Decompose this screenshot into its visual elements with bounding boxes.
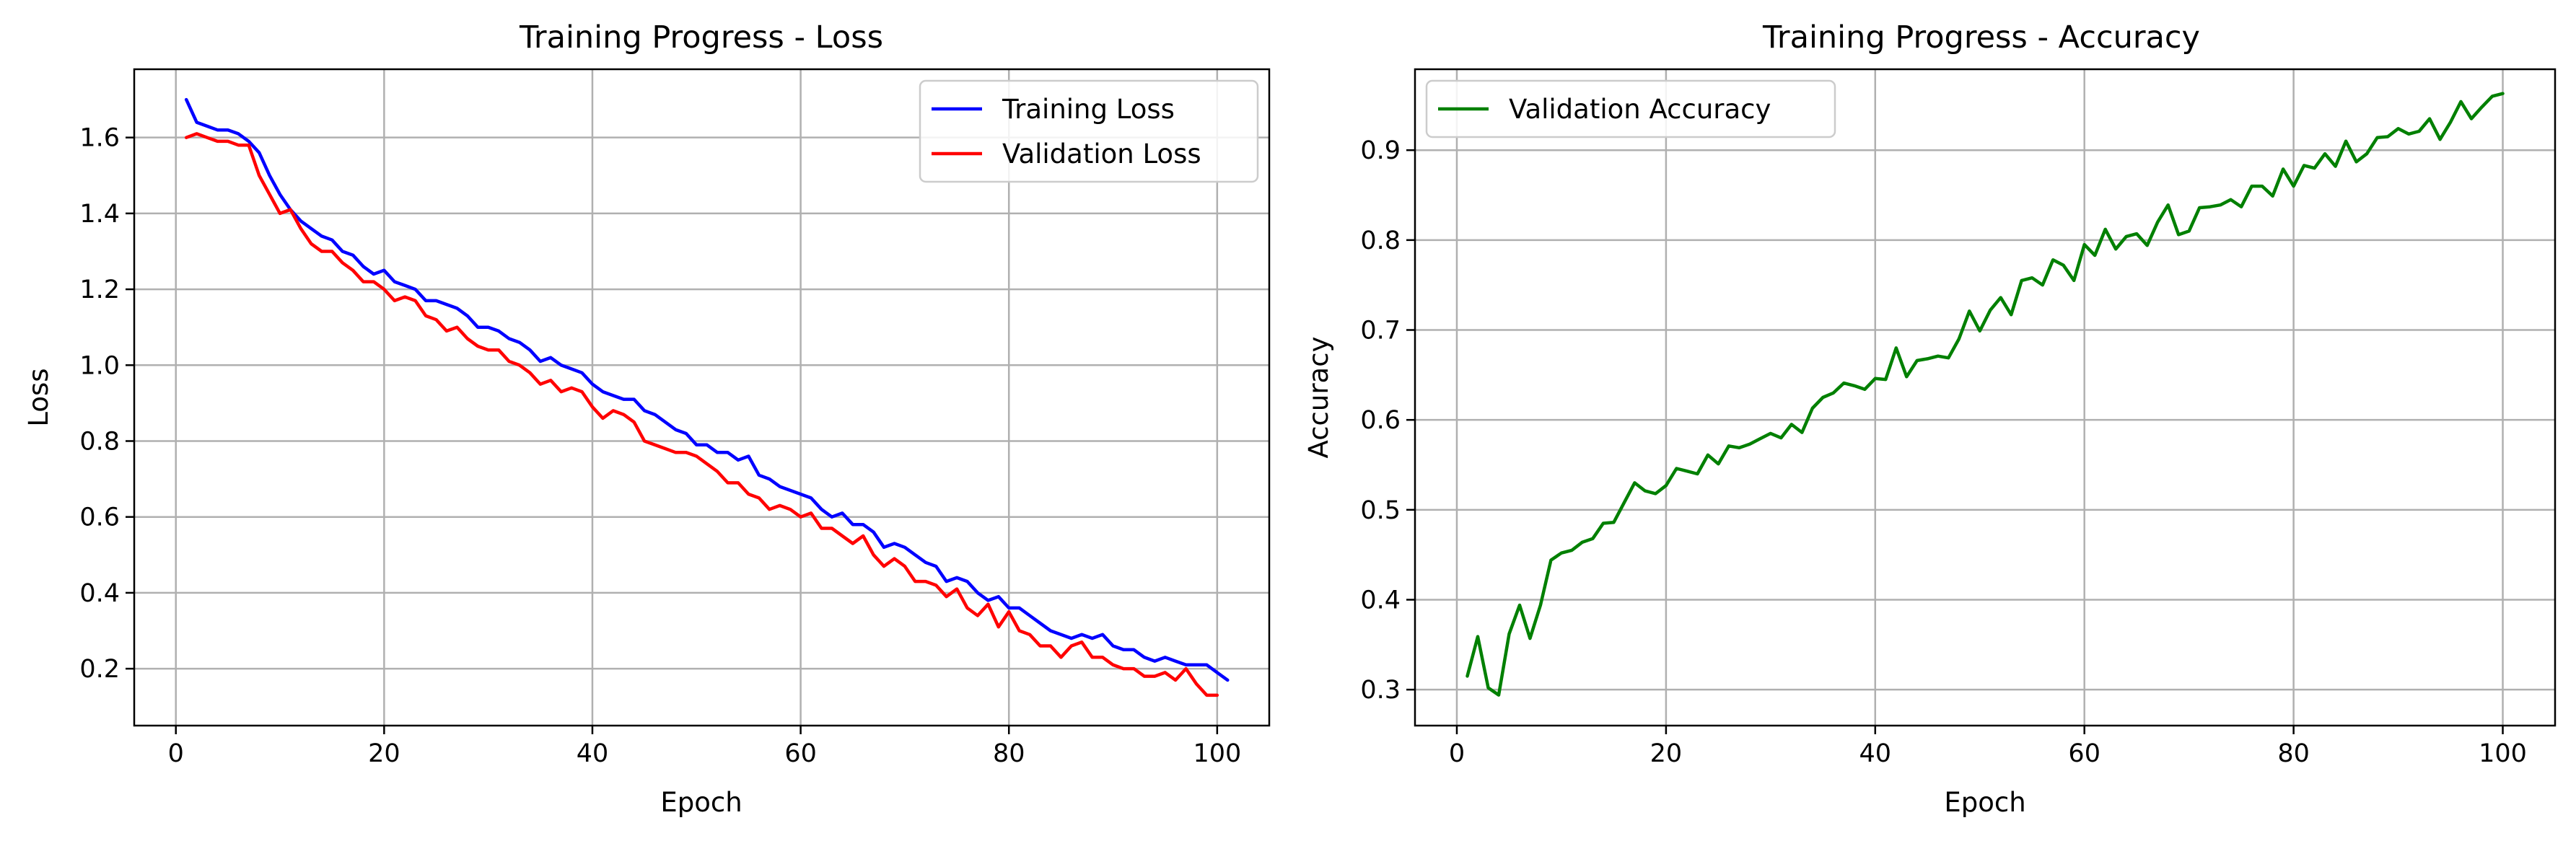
accuracy-chart: Training Progress - Accuracy 0 20 40 60 80 10… — [1303, 19, 2557, 818]
training-loss-line — [184, 97, 1230, 682]
accuracy-xtick-label: 80 — [2277, 739, 2310, 768]
validation-loss-line — [184, 132, 1219, 697]
accuracy-xlabel: Epoch — [1944, 787, 2025, 818]
loss-chart: Training Progress - Loss 0 20 40 60 80 100 0.2… — [23, 19, 1271, 818]
loss-axes-frame — [133, 68, 1271, 727]
loss-legend: Training Loss Validation Loss — [919, 79, 1259, 183]
accuracy-legend: Validation Accuracy — [1425, 79, 1836, 138]
accuracy-series — [1466, 92, 2505, 697]
accuracy-ytick-label: 0.5 — [1360, 496, 1401, 525]
accuracy-ytick-label: 0.9 — [1360, 136, 1401, 165]
validation-accuracy-line — [1466, 92, 2505, 697]
accuracy-chart-title: Training Progress - Accuracy — [1762, 19, 2200, 56]
loss-ylabel: Loss — [23, 368, 54, 426]
loss-xtick-label: 80 — [993, 739, 1025, 768]
accuracy-ytick-label: 0.4 — [1360, 586, 1401, 615]
loss-ytick-label: 0.6 — [79, 503, 120, 532]
loss-xtick-label: 20 — [368, 739, 400, 768]
accuracy-ticks: 0 20 40 60 80 100 0.3 0.4 0.5 0.6 0.7 0.8 0.9 — [1360, 136, 2527, 768]
loss-ytick-label: 1.6 — [79, 124, 120, 153]
loss-xtick-label: 60 — [784, 739, 817, 768]
loss-ytick-label: 1.2 — [79, 276, 120, 304]
accuracy-xtick-label: 0 — [1449, 739, 1465, 768]
loss-chart-title: Training Progress - Loss — [519, 19, 883, 56]
loss-xtick-label: 40 — [577, 739, 609, 768]
loss-xtick-label: 100 — [1193, 739, 1241, 768]
loss-legend-box — [919, 79, 1259, 183]
accuracy-xtick-label: 20 — [1650, 739, 1683, 768]
loss-ytick-label: 0.2 — [79, 655, 120, 684]
loss-ytick-label: 1.4 — [79, 200, 120, 229]
loss-series — [184, 97, 1230, 697]
accuracy-ytick-label: 0.7 — [1360, 317, 1401, 345]
loss-xtick-label: 0 — [168, 739, 184, 768]
accuracy-ytick-label: 0.6 — [1360, 406, 1401, 435]
accuracy-xtick-label: 60 — [2068, 739, 2100, 768]
loss-ytick-label: 0.4 — [79, 579, 120, 608]
accuracy-ytick-label: 0.8 — [1360, 226, 1401, 255]
validation-accuracy-legend-label: Validation Accuracy — [1509, 94, 1771, 125]
loss-ytick-label: 0.8 — [79, 427, 120, 456]
accuracy-ytick-label: 0.3 — [1360, 676, 1401, 705]
loss-ytick-label: 1.0 — [79, 351, 120, 380]
accuracy-ylabel: Accuracy — [1303, 337, 1334, 459]
accuracy-legend-box — [1425, 79, 1836, 138]
accuracy-xtick-label: 100 — [2479, 739, 2527, 768]
accuracy-grid — [1415, 69, 2555, 726]
training-loss-legend-label: Training Loss — [1002, 94, 1175, 125]
accuracy-axes-frame — [1414, 68, 2557, 727]
loss-ticks: 0 20 40 60 80 100 0.2 0.4 0.6 0.8 1.0 1.2 1.4 1.6 — [79, 124, 1241, 768]
accuracy-xtick-label: 40 — [1859, 739, 1892, 768]
loss-xlabel: Epoch — [660, 787, 742, 818]
validation-loss-legend-label: Validation Loss — [1002, 138, 1201, 169]
